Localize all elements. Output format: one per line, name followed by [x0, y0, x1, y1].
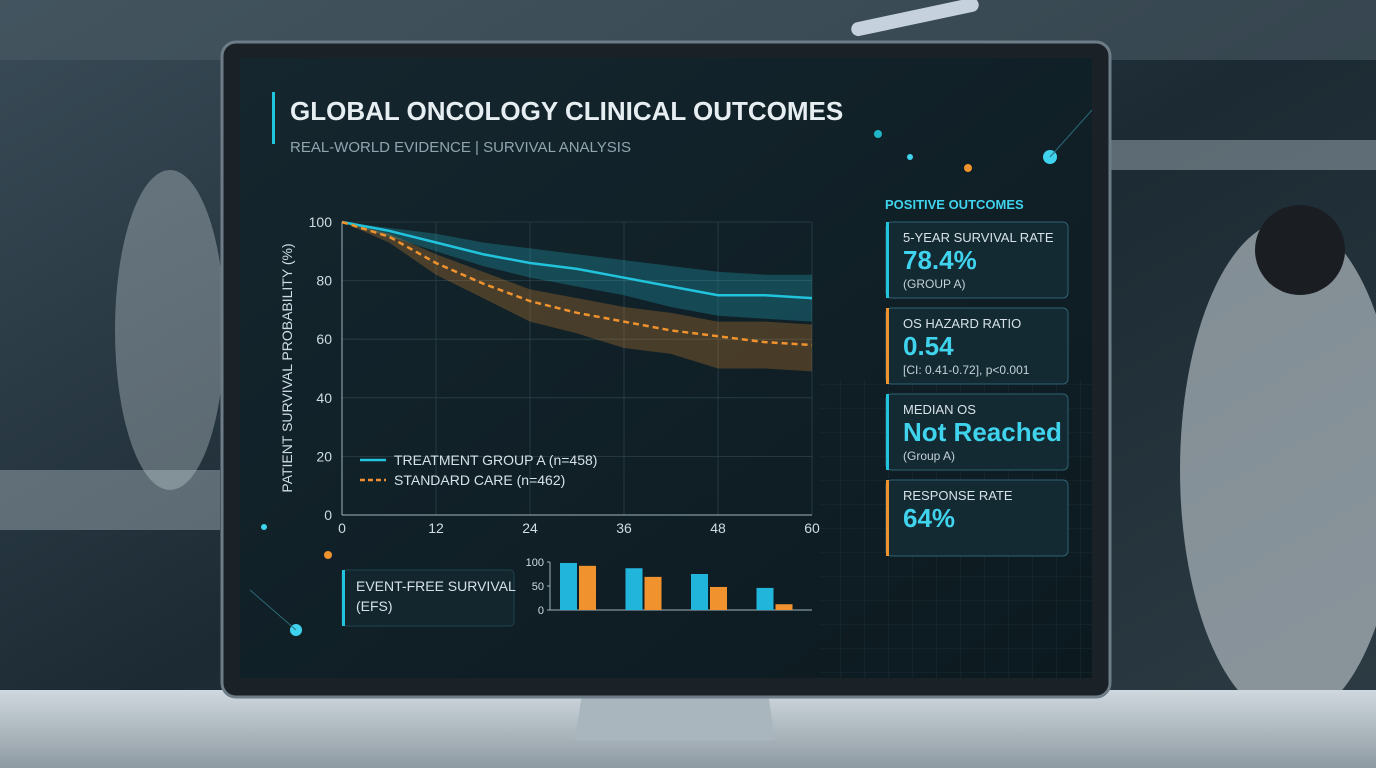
y-tick-label: 100: [526, 557, 544, 569]
dashboard-title: GLOBAL ONCOLOGY CLINICAL OUTCOMES: [290, 96, 843, 126]
x-tick-label: 24: [522, 520, 538, 536]
window-light: [1110, 140, 1376, 170]
x-tick-label: 0: [338, 520, 346, 536]
bar: [579, 565, 596, 610]
lab-bench: [0, 470, 220, 530]
x-tick-label: 12: [428, 520, 444, 536]
survival-line: [341, 220, 813, 347]
y-tick-label: 20: [316, 448, 332, 464]
card-value: Not Reached: [903, 417, 1062, 447]
legend-label: TREATMENT GROUP A (n=458): [394, 452, 597, 468]
decor-dots: [249, 109, 1093, 636]
card-note: [CI: 0.41-0.72], p<0.001: [903, 363, 1030, 377]
efs-title: EVENT-FREE SURVIVAL (EFS): [356, 578, 516, 614]
card-label: OS HAZARD RATIO: [903, 316, 1021, 331]
y-tick-label: 50: [532, 581, 544, 593]
dashboard-subtitle: REAL-WORLD EVIDENCE | SURVIVAL ANALYSIS: [290, 139, 631, 156]
bar: [710, 586, 727, 610]
y-axis-label: PATIENT SURVIVAL PROBABILITY (%): [279, 243, 295, 492]
y-tick-label: 60: [316, 331, 332, 347]
survival-line: [341, 220, 813, 300]
person-right: [1180, 220, 1376, 720]
ceiling-light: [851, 0, 979, 37]
card-note: (GROUP A): [903, 277, 965, 291]
title-accent: [272, 92, 275, 144]
y-tick-label: 40: [316, 390, 332, 406]
confidence-band: [342, 222, 812, 322]
x-tick-label: 60: [804, 520, 820, 536]
bar: [691, 574, 708, 610]
card-label: RESPONSE RATE: [903, 488, 1013, 503]
card-value: 64%: [903, 503, 955, 533]
bar: [560, 562, 577, 610]
person-left: [115, 170, 225, 490]
bar: [775, 604, 793, 610]
card-accent: [886, 480, 889, 556]
card-label: MEDIAN OS: [903, 402, 976, 417]
card-accent: [886, 308, 889, 384]
bar: [644, 576, 662, 610]
efs-title-box: EVENT-FREE SURVIVAL (EFS): [356, 578, 516, 614]
y-tick-label: 0: [324, 507, 332, 523]
legend-label: STANDARD CARE (n=462): [394, 472, 565, 488]
card-value: 78.4%: [903, 245, 977, 275]
card-note: (Group A): [903, 449, 955, 463]
y-tick-label: 100: [309, 214, 333, 230]
x-tick-label: 36: [616, 520, 632, 536]
x-tick-label: 48: [710, 520, 726, 536]
efs-accent: [342, 570, 345, 626]
card-accent: [886, 394, 889, 470]
card-label: 5-YEAR SURVIVAL RATE: [903, 230, 1054, 245]
card-accent: [886, 222, 889, 298]
bar: [625, 568, 643, 610]
card-value: 0.54: [903, 331, 954, 361]
y-tick-label: 0: [538, 605, 544, 617]
efs-chart: 0 50 100: [526, 557, 812, 617]
bar: [756, 587, 774, 610]
person-head: [1255, 205, 1345, 295]
y-tick-label: 80: [316, 273, 332, 289]
km-chart: 0 20 40 60 80 100 0 12 24 36 48 60 TREATMENT GROUP A…: [309, 214, 820, 536]
outcomes-heading: POSITIVE OUTCOMES: [885, 197, 1024, 212]
